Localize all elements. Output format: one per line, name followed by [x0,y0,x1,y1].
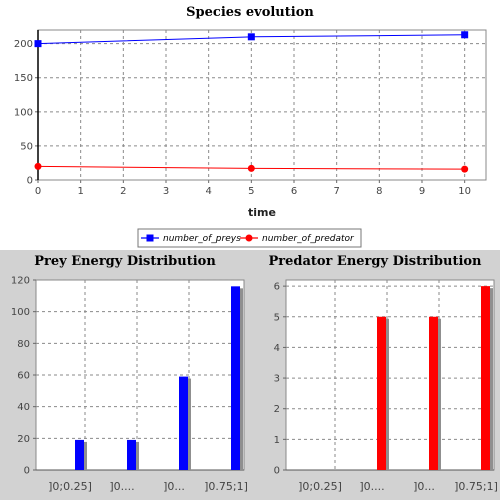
legend-label-1: number_of_predator [262,234,355,244]
data-point [34,162,42,170]
predator-y-tick-label: 3 [274,374,280,385]
y-tick-label: 150 [14,73,33,84]
prey-x-tick-label: ]0;0.25] [48,480,92,493]
predator-y-tick-label: 6 [274,282,280,293]
predator-bar [481,286,490,470]
predator-title: Predator Energy Distribution [268,254,482,269]
predator-bar [429,316,438,470]
predator-x-tick-label: ]0;0.25] [298,480,342,493]
prey-y-tick-label: 60 [17,371,30,382]
x-tick-label: 0 [35,186,41,197]
legend-label-0: number_of_preys [163,234,241,244]
data-point [34,40,42,48]
predator-bar [377,316,386,470]
x-tick-label: 2 [120,186,126,197]
prey-energy-chart: Prey Energy Distribution 0 20 40 60 80 100 120]… [11,254,248,493]
prey-bar [231,286,240,470]
chart-title: Species evolution [186,5,314,20]
x-tick-label: 7 [333,186,339,197]
prey-bar [75,439,84,470]
x-tick-label: 8 [376,186,382,197]
x-axis-label: time [248,206,276,219]
predator-x-tick-label: ]0... [413,480,435,493]
prey-bar [179,376,188,470]
prey-y-tick-label: 80 [17,339,30,350]
predator-y-tick-label: 5 [274,312,280,323]
prey-x-tick-label: ]0.75;1] [204,480,248,493]
predator-x-tick-label: ]0.... [359,480,384,493]
legend-marker [245,234,253,242]
prey-title: Prey Energy Distribution [34,254,216,269]
predator-energy-chart: Predator Energy Distribution 0 1 2 3 4 5 6 ]0;0.… [268,254,498,493]
prey-y-tick-label: 0 [24,466,30,477]
y-tick-label: 100 [14,107,33,118]
predator-y-tick-label: 2 [274,404,280,415]
y-tick-label: 50 [20,141,33,152]
prey-y-tick-label: 20 [17,434,30,445]
prey-bar [127,439,136,470]
y-tick-label: 200 [14,39,33,50]
legend: number_of_preys number_of_predator [137,228,362,248]
predator-energy-panel: Predator Energy Distribution 0 1 2 3 4 5 6 ]0;0.… [250,250,500,500]
predator-y-tick-label: 4 [274,343,280,354]
predator-y-tick-label: 1 [274,435,280,446]
prey-y-tick-label: 100 [11,307,30,318]
prey-y-tick-label: 120 [11,276,30,287]
prey-x-tick-label: ]0.... [109,480,134,493]
x-tick-label: 4 [205,186,211,197]
data-point [247,164,255,172]
data-point [461,165,469,173]
species-evolution-panel: Species evolution 0 1 2 3 4 5 6 7 8 9 10 0 50 100 150 20… [13,5,487,248]
predator-plot-area [285,279,495,471]
predator-x-tick-label: ]0.75;1] [454,480,498,493]
legend-marker [146,234,154,242]
prey-y-tick-label: 40 [17,402,30,413]
x-tick-label: 1 [77,186,83,197]
x-tick-label: 9 [419,186,425,197]
x-tick-label: 6 [291,186,297,197]
x-tick-label: 3 [163,186,169,197]
prey-energy-panel: Prey Energy Distribution 0 20 40 60 80 100 120]… [0,250,250,500]
x-tick-label: 10 [458,186,471,197]
data-point [461,31,469,39]
predator-y-tick-label: 0 [274,466,280,477]
prey-x-tick-label: ]0... [163,480,185,493]
y-tick-label: 0 [27,176,33,187]
plot-area [37,29,487,181]
x-tick-label: 5 [248,186,254,197]
data-point [247,33,255,41]
